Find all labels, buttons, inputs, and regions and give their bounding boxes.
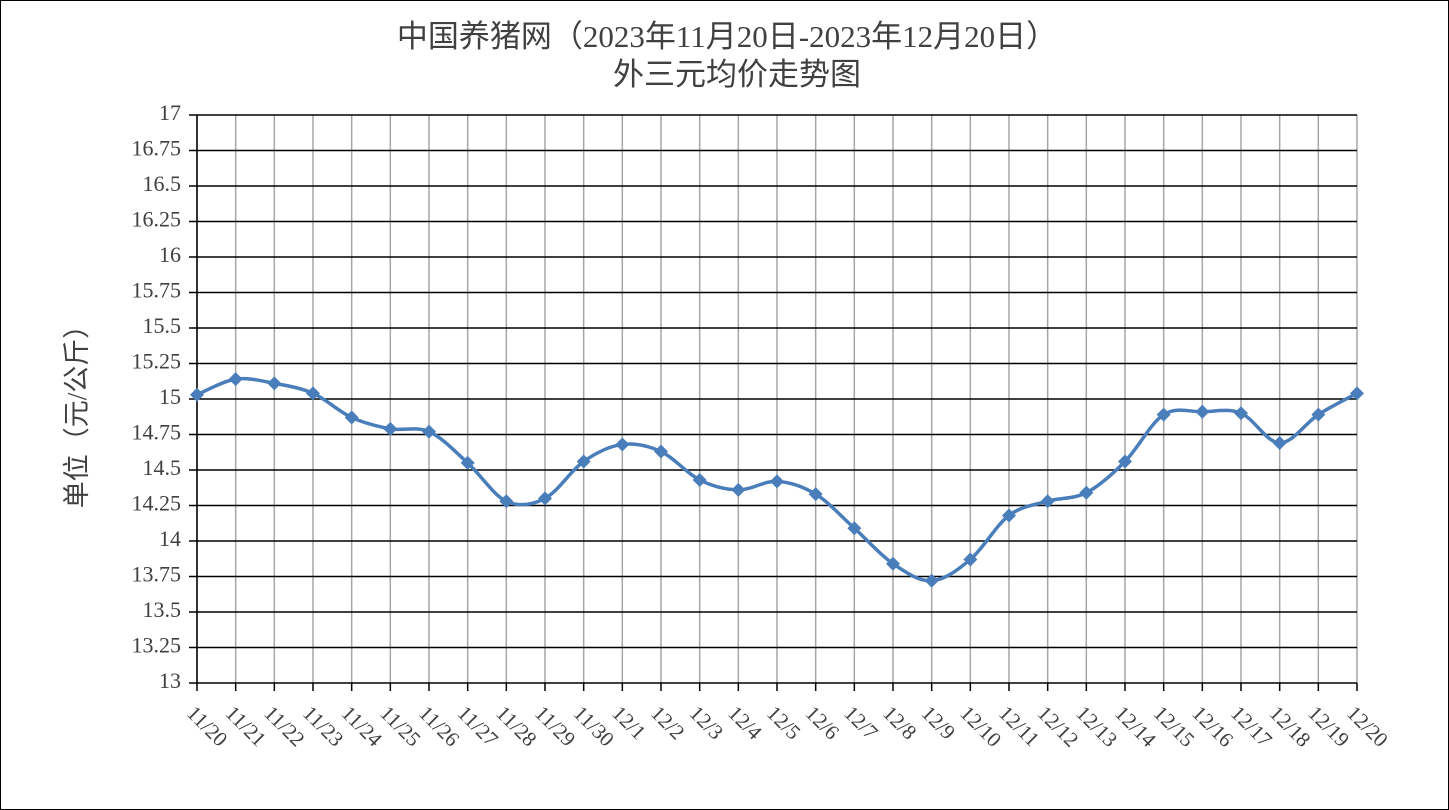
y-tick-label: 13.25 xyxy=(132,633,182,658)
marker xyxy=(1040,494,1055,509)
y-tick-label: 16.25 xyxy=(132,207,182,232)
marker xyxy=(1156,407,1171,422)
marker xyxy=(886,556,900,571)
marker xyxy=(1002,508,1016,523)
marker xyxy=(499,494,514,509)
marker xyxy=(924,573,939,588)
chart-subtitle: 外三元均价走势图 xyxy=(613,57,861,92)
marker xyxy=(615,437,630,452)
marker xyxy=(538,491,552,506)
marker xyxy=(1311,407,1326,422)
marker xyxy=(1118,454,1132,469)
marker xyxy=(228,372,243,387)
marker xyxy=(267,376,282,391)
marker xyxy=(190,387,204,402)
y-tick-label: 13.5 xyxy=(143,597,182,622)
y-tick-label: 14.75 xyxy=(132,420,182,445)
marker xyxy=(692,472,707,487)
y-tick-label: 14.25 xyxy=(132,491,182,516)
marker xyxy=(847,521,862,536)
y-tick-label: 15.5 xyxy=(143,313,182,338)
marker xyxy=(808,487,823,502)
marker xyxy=(1234,406,1248,421)
marker xyxy=(306,386,320,401)
y-tick-label: 14.5 xyxy=(143,455,182,480)
y-tick-label: 16.75 xyxy=(132,136,182,161)
y-tick-label: 13 xyxy=(159,668,181,693)
y-tick-label: 15 xyxy=(159,384,181,409)
marker xyxy=(383,421,398,436)
marker xyxy=(963,552,978,567)
marker xyxy=(1272,436,1287,451)
marker xyxy=(1350,386,1364,401)
y-tick-label: 15.25 xyxy=(132,349,182,374)
y-tick-label: 14 xyxy=(159,526,181,551)
marker xyxy=(1079,485,1094,500)
marker xyxy=(460,455,475,470)
marker xyxy=(1195,404,1210,419)
y-tick-label: 16 xyxy=(159,242,181,267)
marker xyxy=(344,410,359,425)
marker xyxy=(770,474,784,489)
y-tick-label: 17 xyxy=(159,100,181,125)
chart-title: 中国养猪网（2023年11月20日-2023年12月20日） xyxy=(397,19,1057,54)
y-axis-title: 单位（元/公斤） xyxy=(62,312,92,509)
marker xyxy=(422,424,436,439)
marker xyxy=(576,454,591,469)
marker xyxy=(731,482,746,497)
marker xyxy=(654,444,668,459)
y-tick-label: 16.5 xyxy=(143,171,182,196)
y-tick-label: 13.75 xyxy=(132,562,182,587)
y-tick-label: 15.75 xyxy=(132,278,182,303)
